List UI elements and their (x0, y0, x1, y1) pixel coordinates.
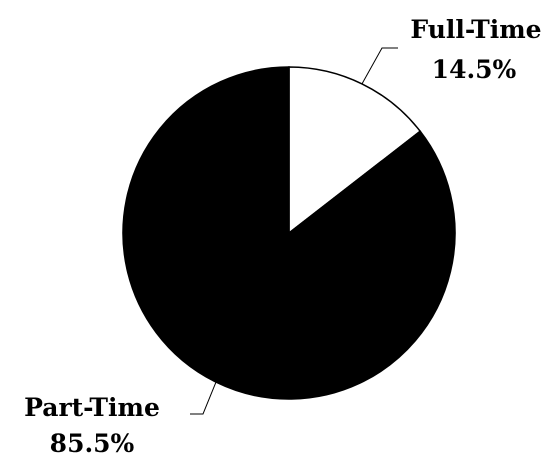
slice-full-time (288, 66, 422, 235)
label-part-time: Part-Time 85.5% (24, 393, 160, 456)
slice-part-time (122, 66, 456, 400)
label-full-time: Full-Time 14.5% (410, 15, 541, 84)
slice-label-part-time: Part-Time (24, 393, 160, 422)
leader-line-part-time (190, 381, 217, 415)
slice-percent-part-time: 85.5% (50, 429, 135, 456)
slice-percent-full-time: 14.5% (432, 55, 517, 84)
leader-line-full-time (361, 47, 398, 85)
pie-slices (122, 66, 456, 400)
slice-label-full-time: Full-Time (410, 15, 541, 44)
